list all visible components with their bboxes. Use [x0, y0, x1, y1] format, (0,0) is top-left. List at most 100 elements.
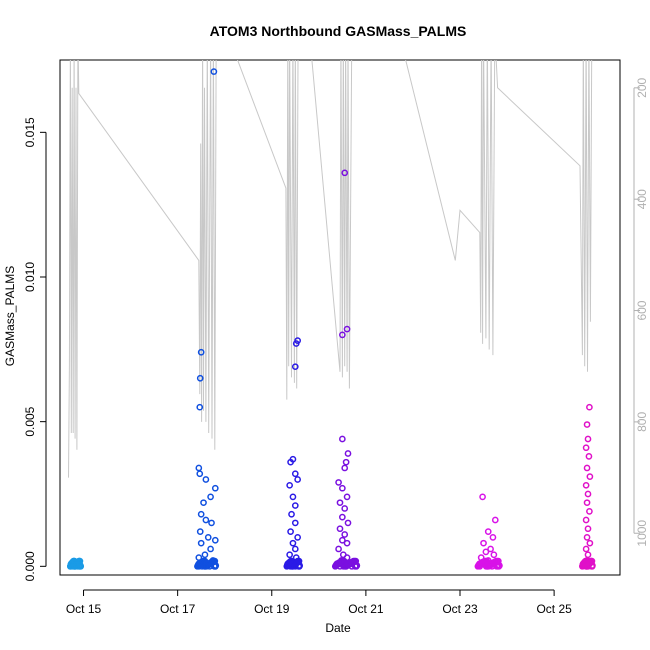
- data-point: [479, 493, 486, 501]
- data-point: [292, 554, 300, 561]
- data-point: [335, 479, 342, 486]
- data-point: [291, 562, 299, 570]
- series-4: [331, 169, 361, 570]
- data-point: [341, 505, 349, 512]
- data-point: [201, 551, 209, 559]
- data-point: [484, 528, 492, 535]
- data-point: [211, 536, 219, 544]
- data-point: [209, 557, 217, 564]
- data-point: [339, 536, 346, 544]
- data-point: [210, 68, 218, 75]
- data-point: [289, 493, 297, 501]
- x-tick-label: Oct 17: [160, 602, 196, 616]
- data-point: [339, 513, 346, 521]
- data-point: [343, 554, 351, 561]
- data-point: [291, 519, 299, 527]
- data-point: [343, 493, 351, 501]
- data-point: [476, 562, 484, 570]
- data-point: [287, 528, 294, 535]
- y-tick-label: 0.015: [23, 117, 37, 147]
- data-point: [289, 539, 297, 547]
- x-tick-label: Oct 19: [254, 602, 290, 616]
- plot-frame: [59, 59, 621, 576]
- y2-tick-label: 800: [635, 412, 649, 432]
- data-point: [341, 464, 349, 472]
- data-point: [294, 534, 301, 541]
- data-point: [202, 516, 210, 524]
- x-tick-label: Oct 21: [348, 602, 384, 616]
- y-tick-label: 0.010: [23, 262, 37, 292]
- data-point: [344, 450, 352, 457]
- data-point: [348, 562, 356, 570]
- data-point: [201, 562, 209, 570]
- data-point: [287, 458, 294, 466]
- y2-tick-label: 200: [635, 78, 649, 98]
- data-point: [195, 562, 203, 570]
- data-point: [292, 340, 300, 347]
- data-point: [202, 476, 210, 483]
- data-point: [487, 545, 494, 553]
- data-point: [476, 560, 483, 568]
- y-tick-label: 0.000: [23, 551, 37, 581]
- x-axis-label: Date: [325, 621, 351, 635]
- data-point: [336, 525, 344, 533]
- data-point: [584, 435, 592, 443]
- data-point: [196, 374, 204, 382]
- pressure-line-layer: [68, 60, 593, 478]
- data-point: [196, 403, 204, 411]
- data-point: [582, 545, 590, 553]
- data-point: [483, 562, 491, 570]
- data-point: [586, 473, 594, 480]
- data-point: [480, 539, 487, 547]
- data-point: [582, 481, 590, 489]
- data-point: [198, 562, 206, 570]
- pressure-line: [68, 60, 593, 478]
- y-axis-label: GASMass_PALMS: [3, 266, 17, 366]
- data-point: [291, 470, 299, 478]
- data-point: [583, 534, 591, 541]
- data-point: [583, 421, 591, 428]
- data-point: [342, 458, 350, 466]
- x-tick-label: Oct 15: [66, 602, 102, 616]
- data-point: [339, 331, 346, 339]
- series-6: [579, 403, 596, 570]
- data-point: [584, 562, 592, 570]
- data-point: [197, 348, 205, 356]
- data-point: [208, 519, 215, 527]
- data-point: [286, 551, 293, 559]
- data-point: [341, 169, 349, 177]
- data-point: [585, 453, 593, 460]
- data-point: [77, 562, 85, 570]
- y2-tick-label: 400: [635, 189, 649, 209]
- series-1: [67, 557, 85, 570]
- data-point: [584, 551, 592, 559]
- data-point: [586, 403, 593, 411]
- data-point: [336, 499, 344, 507]
- data-point: [195, 464, 203, 472]
- data-point: [586, 539, 594, 547]
- data-point: [344, 519, 352, 527]
- data-point: [339, 484, 346, 492]
- data-point: [291, 363, 299, 371]
- data-point: [204, 534, 212, 541]
- data-point: [211, 562, 219, 570]
- data-point: [489, 534, 497, 541]
- data-point: [196, 470, 204, 478]
- data-point: [200, 499, 207, 507]
- data-point: [491, 516, 499, 524]
- data-point: [582, 516, 590, 524]
- data-point: [336, 562, 344, 570]
- data-point: [207, 493, 214, 501]
- data-point: [291, 545, 299, 553]
- series-5: [474, 493, 503, 570]
- data-point: [343, 325, 351, 333]
- data-point: [586, 507, 593, 515]
- axes-layer: Oct 15 Oct 17 Oct 19 Oct 21 Oct 23 Oct 25 0.00…: [23, 78, 649, 616]
- data-point: [584, 525, 592, 533]
- data-point: [197, 539, 205, 547]
- data-point: [490, 551, 498, 559]
- data-point: [197, 510, 205, 518]
- series-3: [283, 337, 304, 570]
- data-point: [335, 545, 342, 553]
